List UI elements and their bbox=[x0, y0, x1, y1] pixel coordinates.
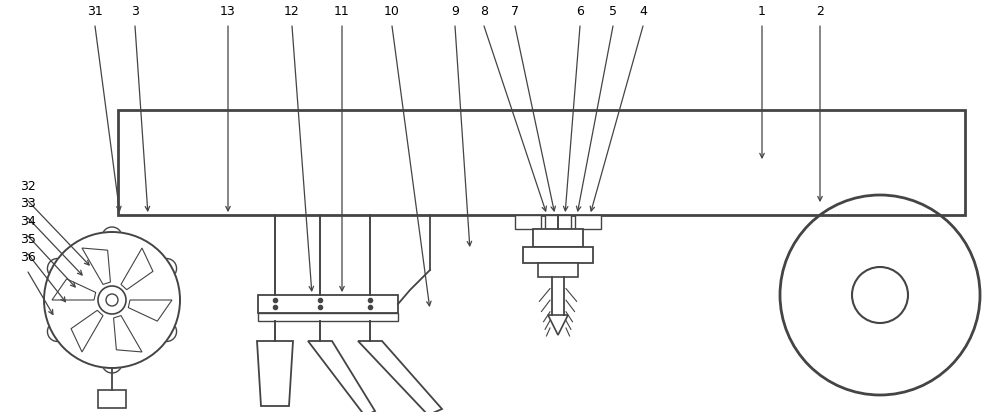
Text: 1: 1 bbox=[758, 5, 766, 18]
Text: 5: 5 bbox=[609, 5, 617, 18]
Text: 9: 9 bbox=[451, 5, 459, 18]
Text: 2: 2 bbox=[816, 5, 824, 18]
Text: 13: 13 bbox=[220, 5, 236, 18]
Polygon shape bbox=[52, 279, 96, 300]
Polygon shape bbox=[121, 248, 153, 290]
Bar bbox=[575, 215, 601, 229]
Text: 7: 7 bbox=[511, 5, 519, 18]
Text: 6: 6 bbox=[576, 5, 584, 18]
Polygon shape bbox=[82, 248, 110, 284]
Bar bbox=[523, 247, 593, 263]
Bar bbox=[538, 263, 578, 277]
Text: 32: 32 bbox=[20, 180, 36, 193]
Text: 34: 34 bbox=[20, 215, 36, 228]
Text: 36: 36 bbox=[20, 251, 36, 264]
Text: 31: 31 bbox=[87, 5, 103, 18]
Text: 8: 8 bbox=[480, 5, 488, 18]
Polygon shape bbox=[71, 310, 103, 352]
Polygon shape bbox=[358, 341, 442, 412]
Bar bbox=[258, 295, 398, 313]
Polygon shape bbox=[114, 316, 142, 352]
Text: 10: 10 bbox=[384, 5, 400, 18]
Bar bbox=[533, 229, 583, 247]
Text: 12: 12 bbox=[284, 5, 300, 18]
Text: 35: 35 bbox=[20, 233, 36, 246]
Text: 11: 11 bbox=[334, 5, 350, 18]
Polygon shape bbox=[257, 341, 293, 406]
Bar bbox=[118, 110, 965, 215]
Text: 3: 3 bbox=[131, 5, 139, 18]
Text: 33: 33 bbox=[20, 197, 36, 210]
Polygon shape bbox=[128, 300, 172, 321]
Bar bbox=[98, 390, 126, 408]
Polygon shape bbox=[308, 341, 375, 412]
Text: 4: 4 bbox=[639, 5, 647, 18]
Polygon shape bbox=[548, 315, 568, 335]
Bar bbox=[545, 215, 571, 229]
Bar bbox=[515, 215, 541, 229]
Bar bbox=[258, 313, 398, 321]
